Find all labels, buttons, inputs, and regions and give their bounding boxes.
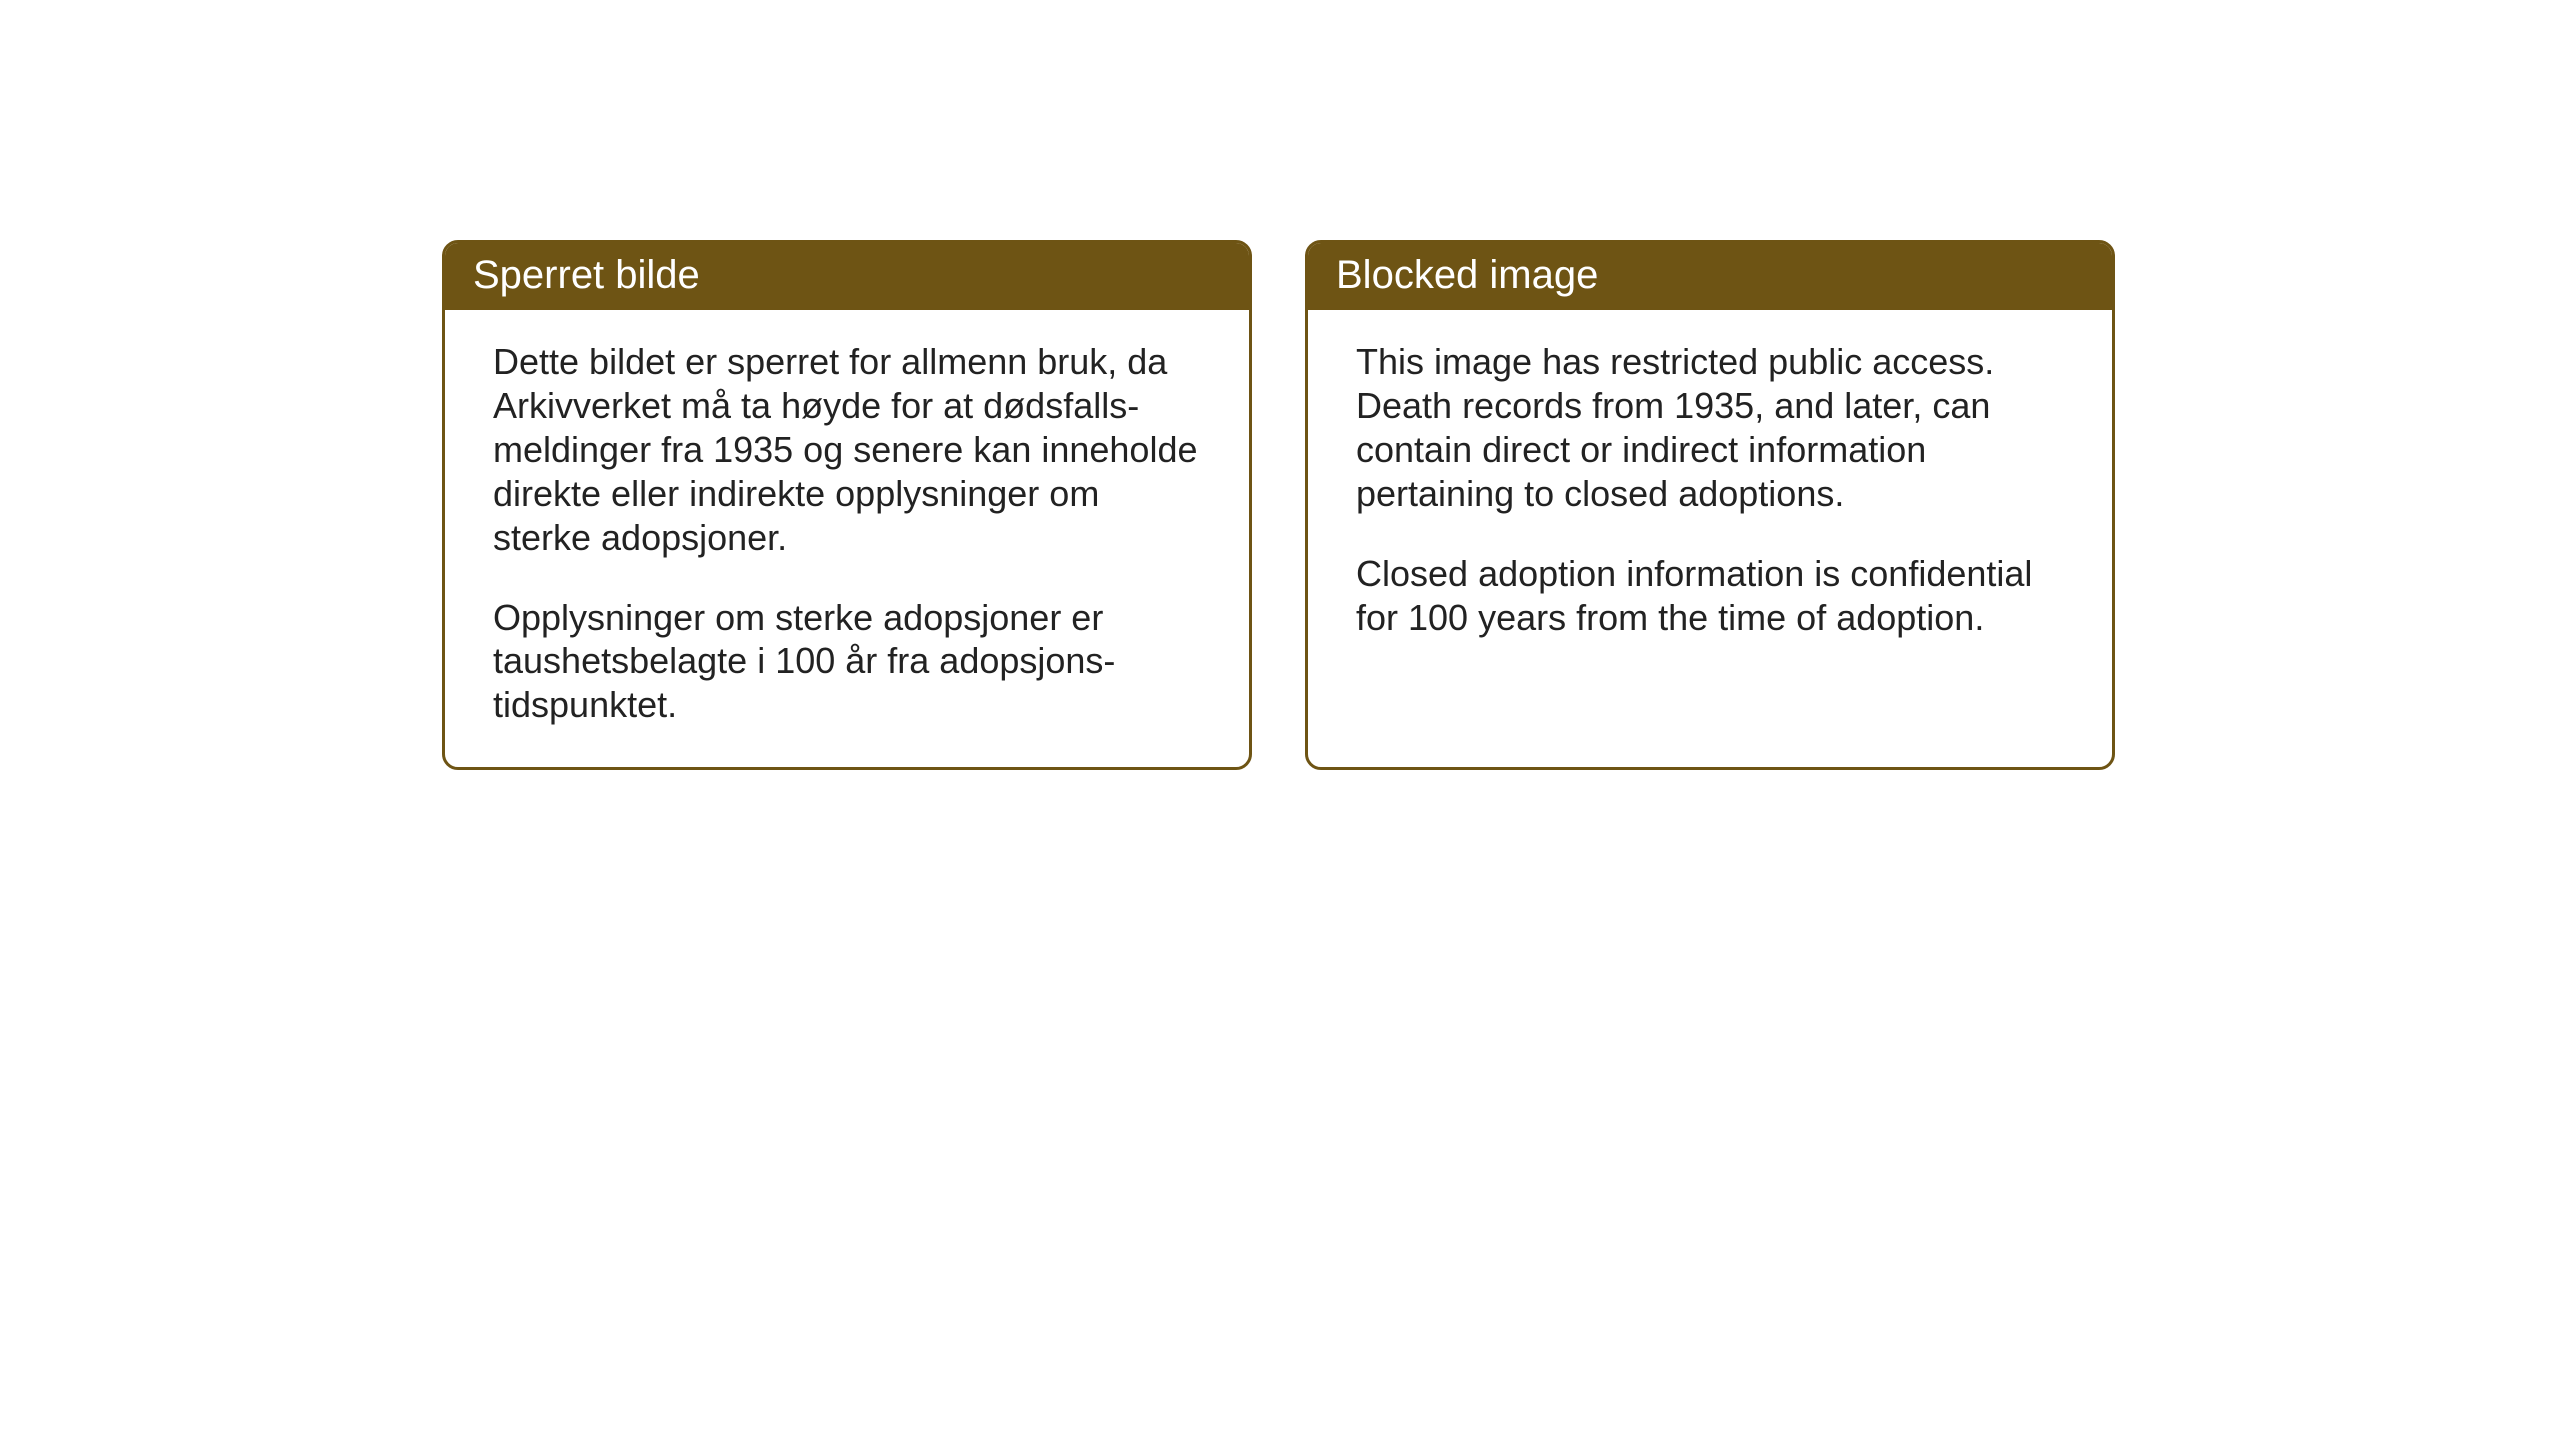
card-paragraph-norwegian-2: Opplysninger om sterke adopsjoner er tau… <box>493 596 1201 728</box>
card-header-english: Blocked image <box>1308 243 2112 310</box>
card-body-english: This image has restricted public access.… <box>1308 310 2112 679</box>
card-paragraph-english-2: Closed adoption information is confident… <box>1356 552 2064 640</box>
card-paragraph-english-1: This image has restricted public access.… <box>1356 340 2064 516</box>
notice-card-english: Blocked image This image has restricted … <box>1305 240 2115 770</box>
card-paragraph-norwegian-1: Dette bildet er sperret for allmenn bruk… <box>493 340 1201 560</box>
card-header-norwegian: Sperret bilde <box>445 243 1249 310</box>
card-body-norwegian: Dette bildet er sperret for allmenn bruk… <box>445 310 1249 767</box>
card-title-norwegian: Sperret bilde <box>473 253 700 297</box>
cards-container: Sperret bilde Dette bildet er sperret fo… <box>442 240 2115 770</box>
notice-card-norwegian: Sperret bilde Dette bildet er sperret fo… <box>442 240 1252 770</box>
card-title-english: Blocked image <box>1336 253 1598 297</box>
